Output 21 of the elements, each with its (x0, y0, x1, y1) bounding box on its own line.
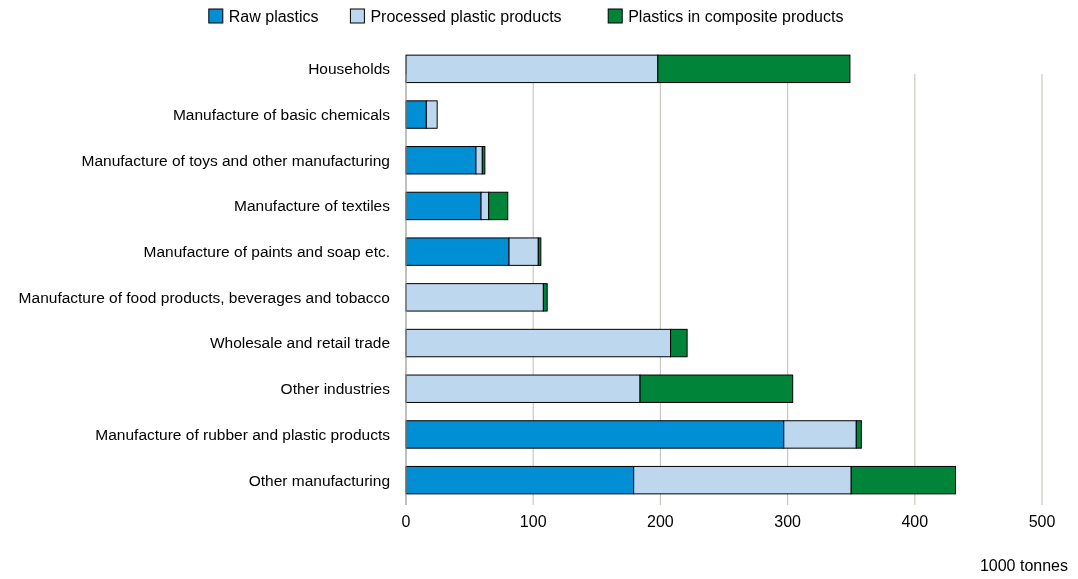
y-tick-label: Manufacture of basic chemicals (172, 105, 391, 123)
legend-label: Raw plastics (228, 8, 319, 25)
x-tick-label: 0 (401, 513, 411, 530)
x-tick-label: 100 (519, 513, 547, 530)
y-tick-label: Other industries (280, 380, 391, 398)
legend-label: Processed plastic products (370, 8, 562, 25)
y-tick-label: Wholesale and retail trade (209, 334, 390, 352)
y-tick-label: Manufacture of paints and soap etc. (143, 243, 390, 261)
x-tick-label: 200 (647, 513, 674, 530)
y-tick-label: Other manufacturing (248, 471, 390, 489)
x-tick-label: 400 (901, 513, 929, 530)
x-tick-label: 300 (774, 513, 802, 530)
y-tick-label: Manufacture of textiles (234, 197, 391, 215)
y-tick-label: Manufacture of food products, beverages and tobacco (18, 288, 390, 306)
y-tick-label: Households (308, 60, 391, 78)
y-tick-label: Manufacture of toys and other manufacturing (81, 151, 390, 169)
x-tick-label: 500 (1028, 513, 1056, 530)
bar (405, 283, 544, 312)
legend-label: Plastics in composite products (628, 8, 844, 25)
x-axis-title: 1000 tonnes (979, 557, 1068, 574)
y-tick-label: Manufacture of rubber and plastic products (95, 425, 391, 443)
